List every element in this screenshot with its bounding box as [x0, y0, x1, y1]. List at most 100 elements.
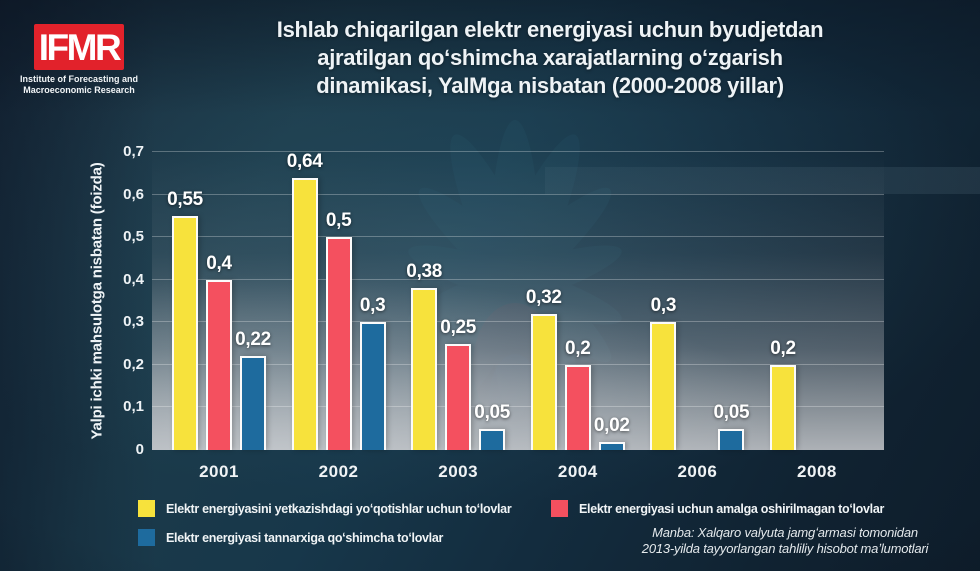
ifmr-logo: IFMR — [34, 24, 124, 70]
legend-label: Elektr energiyasi uchun amalga oshirilma… — [579, 501, 885, 516]
bar-slot: 0,3 — [650, 152, 676, 450]
x-axis-label: 2006 — [677, 462, 718, 481]
ifmr-logo-subtitle: Institute of Forecasting and Macroeconom… — [12, 74, 146, 96]
bar-slot: 0,4 — [206, 152, 232, 450]
bar-slot: 0,05 — [474, 152, 510, 450]
legend-label: Elektr energiyasini yetkazishdagi yoʻqot… — [166, 501, 512, 516]
bar-slot: 0,25 — [440, 152, 476, 450]
bar-slot — [684, 152, 710, 450]
bar-slot: 0,5 — [325, 152, 352, 450]
gridline — [152, 321, 884, 323]
y-tick-label: 0,4 — [123, 270, 144, 288]
ifmr-logo-text: IFMR — [38, 26, 122, 68]
bar-losses-payments-2003 — [411, 288, 438, 450]
bar-group-2001: 0,55 0,4 0,22 2001 — [167, 152, 271, 481]
bar-losses-payments-2001 — [172, 215, 198, 450]
y-tick-label: 0,7 — [123, 143, 144, 160]
bar-cost-surcharge-2006 — [718, 428, 745, 450]
bar-slot: 0,22 — [235, 152, 271, 450]
bar-slot: 0,2 — [564, 152, 591, 450]
bar-value-label: 0,05 — [713, 401, 750, 423]
chart-title-line3: dinamikasi, YaIMga nisbatan (2000-2008 y… — [316, 73, 784, 98]
bar-value-label: 0,2 — [770, 337, 796, 359]
bar-value-label: 0,25 — [440, 316, 477, 338]
y-axis-ticks: 0,7 0,6 0,5 0,4 0,3 0,2 0,1 0 — [96, 143, 144, 458]
y-tick-label: 0,3 — [123, 313, 144, 331]
bar-losses-payments-2002 — [291, 177, 318, 450]
bar-unrealized-payments-2004 — [564, 364, 591, 450]
bar-value-label: 0,05 — [474, 401, 511, 423]
bar-value-label: 0,2 — [565, 337, 591, 359]
bar-cost-surcharge-2003 — [479, 428, 506, 450]
bar-slot — [804, 152, 830, 450]
bar-slot — [838, 152, 864, 450]
bar-slot: 0,55 — [167, 152, 203, 450]
bar-slot: 0,64 — [287, 151, 323, 450]
bar-group-2008: 0,2 2008 — [769, 152, 864, 481]
bar-unrealized-payments-2002 — [325, 237, 352, 450]
bar-cost-surcharge-2001 — [240, 356, 266, 450]
bar-value-label: 0,5 — [325, 210, 352, 232]
ifmr-org-line2: Macroeconomic Research — [23, 85, 135, 95]
bar-value-label: 0,22 — [235, 329, 271, 351]
bar-group-2006: 0,3 0,05 2006 — [650, 152, 750, 481]
bar-slot: 0,05 — [713, 152, 750, 450]
bar-group-2004: 0,32 0,2 0,02 2004 — [526, 152, 630, 481]
bar-slot: 0,3 — [359, 152, 386, 450]
bar-value-label: 0,64 — [286, 150, 323, 172]
bar-slot: 0,02 — [594, 152, 630, 450]
bar-value-label: 0,4 — [206, 252, 232, 274]
bar-group-2003: 0,38 0,25 0,05 2003 — [406, 152, 510, 481]
bar-value-label: 0,3 — [359, 295, 386, 317]
x-axis-label: 2003 — [438, 462, 479, 481]
chart-title: Ishlab chiqarilgan elektr energiyasi uch… — [190, 16, 910, 100]
source-note-line2: 2013-yilda tayyorlangan tahliliy hisobot… — [641, 541, 929, 556]
bar-value-label: 0,38 — [406, 261, 443, 283]
bar-cost-surcharge-2004 — [598, 441, 625, 450]
gridline — [152, 406, 884, 408]
bar-losses-payments-2004 — [530, 313, 557, 450]
y-tick-label: 0,2 — [123, 355, 144, 373]
source-note-line1: Manba: Xalqaro valyuta jamgʻarmasi tomon… — [652, 525, 918, 540]
y-tick-label: 0 — [135, 441, 144, 458]
bar-slot: 0,2 — [769, 152, 796, 450]
gridline — [152, 236, 884, 238]
source-note: Manba: Xalqaro valyuta jamgʻarmasi tomon… — [618, 525, 952, 557]
legend-item-unrealized-payments: Elektr energiyasi uchun amalga oshirilma… — [551, 500, 884, 517]
plot-area — [152, 151, 884, 450]
bar-value-label: 0,32 — [525, 286, 562, 308]
x-axis-label: 2008 — [797, 462, 837, 481]
bar-unrealized-payments-2001 — [206, 279, 232, 450]
y-tick-label: 0,5 — [123, 228, 144, 246]
legend-item-losses-payments: Elektr energiyasini yetkazishdagi yoʻqot… — [138, 500, 512, 517]
gridline — [152, 278, 884, 280]
y-tick-label: 0,6 — [123, 185, 144, 203]
bar-value-label: 0,02 — [593, 414, 630, 436]
chart-title-line1: Ishlab chiqarilgan elektr energiyasi uch… — [276, 17, 824, 42]
legend-label: Elektr energiyasi tannarxiga qoʻshimcha … — [166, 530, 444, 545]
bar-unrealized-payments-2003 — [445, 343, 472, 450]
chart-title-line2: ajratilgan qoʻshimcha xarajatlarning oʻz… — [317, 45, 783, 70]
x-axis-label: 2002 — [318, 462, 359, 481]
x-axis-label: 2004 — [557, 462, 598, 481]
bar-cost-surcharge-2002 — [359, 322, 386, 450]
bar-slot: 0,32 — [526, 152, 562, 450]
bar-value-label: 0,55 — [167, 188, 203, 210]
bar-value-label: 0,3 — [650, 295, 677, 317]
bar-group-2002: 0,64 0,5 0,3 2002 — [287, 151, 386, 481]
x-axis-label: 2001 — [199, 462, 239, 481]
legend-swatch-red — [551, 500, 568, 517]
gridline — [152, 151, 884, 152]
gridline — [152, 363, 884, 365]
legend-item-cost-surcharge: Elektr energiyasi tannarxiga qoʻshimcha … — [138, 529, 443, 546]
bar-groups: 0,55 0,4 0,22 2001 0,64 0,5 0,3 2002 0,38 0,25 0,0… — [167, 151, 864, 481]
gridline — [152, 193, 884, 195]
bar-slot: 0,38 — [406, 152, 442, 450]
legend-swatch-blue — [138, 529, 155, 546]
y-tick-label: 0,1 — [123, 398, 144, 416]
ifmr-org-line1: Institute of Forecasting and — [19, 74, 138, 84]
bar-losses-payments-2008 — [769, 364, 796, 450]
legend-swatch-yellow — [138, 500, 155, 517]
bar-losses-payments-2006 — [650, 322, 677, 450]
